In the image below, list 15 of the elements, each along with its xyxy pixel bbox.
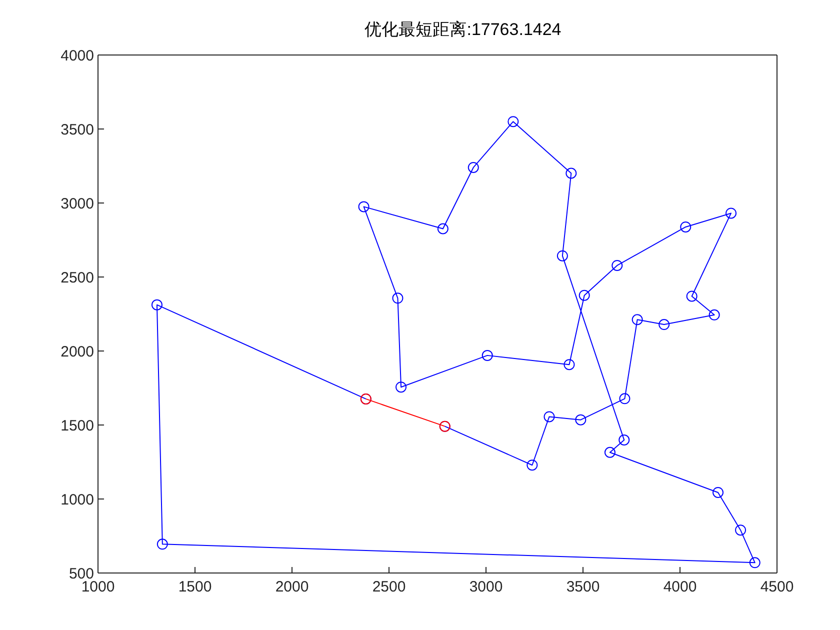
- x-tick-label: 3500: [566, 578, 600, 596]
- x-tick-label: 3000: [469, 578, 503, 596]
- x-tick-label: 1500: [178, 578, 212, 596]
- x-tick-label: 4000: [663, 578, 697, 596]
- x-tick-label: 4500: [760, 578, 794, 596]
- x-tick-label: 2000: [275, 578, 309, 596]
- chart-title: 优化最短距离:17763.1424: [364, 19, 562, 41]
- y-tick-label: 3500: [60, 121, 94, 138]
- y-tick-label: 2000: [60, 343, 94, 360]
- y-tick-label: 4000: [60, 47, 94, 64]
- y-tick-label: 1500: [60, 417, 94, 434]
- y-tick-label: 3000: [60, 195, 94, 212]
- x-tick-label: 2500: [372, 578, 406, 596]
- y-tick-label: 2500: [60, 269, 94, 286]
- y-tick-label: 1000: [60, 491, 94, 508]
